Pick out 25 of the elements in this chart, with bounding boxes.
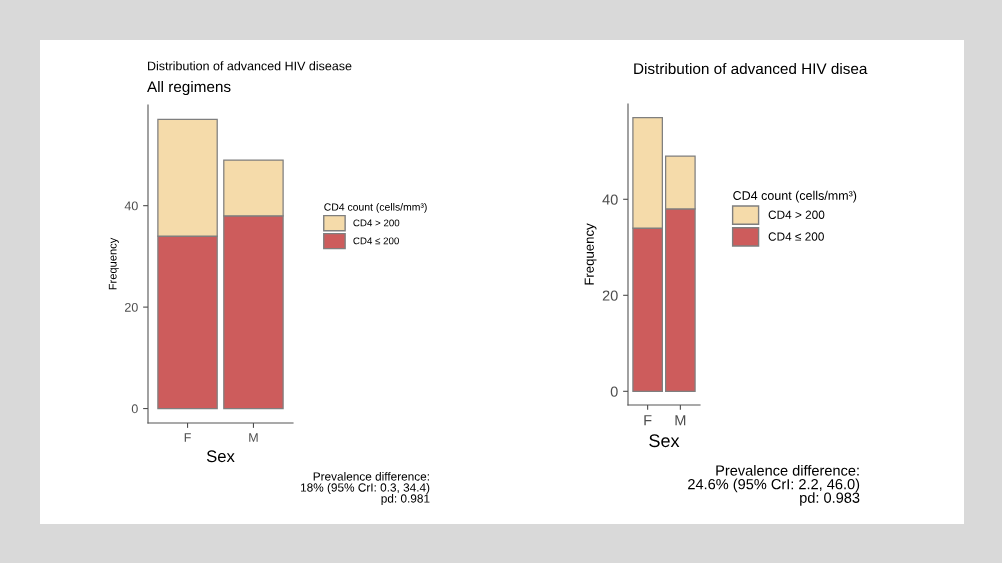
legend-label: CD4 ≤ 200 [768,232,824,241]
y-axis-title: Frequency [108,237,119,290]
y-axis-title: Frequency [584,223,597,285]
y-tick-label: 0 [131,404,138,414]
x-tick-label: F [184,433,191,442]
y-tick-label: 40 [602,194,618,205]
chart-title: Distribution of advanced HIV disease [148,61,352,71]
legend-title: CD4 count (cells/mm³) [324,203,427,213]
legend-label: CD4 ≤ 200 [353,237,399,245]
x-axis-title: Sex [206,450,235,463]
y-tick-label: 20 [125,302,138,312]
legend-label: CD4 > 200 [768,210,825,219]
legend-title: CD4 count (cells/mm³) [733,190,857,203]
y-tick-label: 0 [610,386,618,397]
legend-label: CD4 > 200 [353,219,400,227]
text: Prevalence difference: 18% (95% CrI: 0.3, 34.4) pd: 0.981 [300,472,430,506]
y-tick-label: 20 [602,290,618,301]
text: Distribution of advanced HIV disea [634,62,868,75]
y-tick-label: 40 [124,201,138,211]
chart-subtitle: All regimens [147,80,231,96]
x-axis-title: Sex [649,434,680,448]
x-tick-label: F [644,415,652,426]
x-tick-label: M [675,415,686,426]
text: Prevalence difference: 24.6% (95% CrI: 2.2, 46.0) pd: 0.983 [688,465,860,506]
x-tick-label: M [249,433,258,442]
